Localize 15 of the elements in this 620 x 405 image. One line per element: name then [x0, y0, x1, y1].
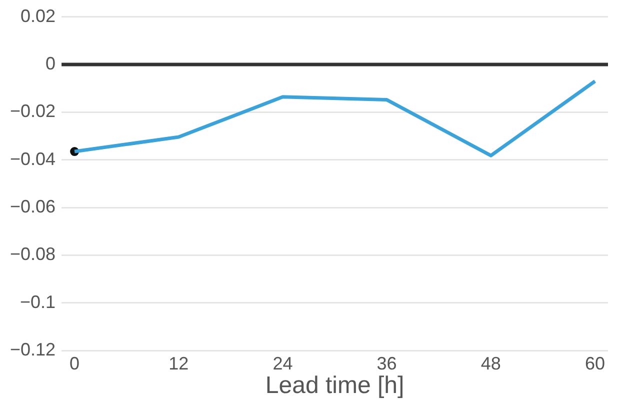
y-tick-label: −0.12 [10, 340, 56, 360]
y-tick-label: 0 [46, 53, 56, 74]
x-tick-label: 0 [70, 353, 80, 374]
x-tick-label: 48 [480, 353, 501, 374]
x-tick-label: 24 [272, 353, 293, 374]
x-tick-label: 60 [584, 353, 606, 374]
y-tick-label: −0.1 [20, 292, 56, 312]
y-tick-label: −0.04 [10, 148, 56, 169]
y-tick-label: 0.02 [20, 6, 56, 26]
x-tick-label: 36 [376, 353, 397, 374]
x-tick-label: 12 [168, 353, 189, 374]
y-tick-label: −0.08 [10, 244, 56, 264]
y-tick-label: −0.02 [10, 101, 56, 122]
x-axis-title: Lead time [h] [265, 372, 404, 400]
y-tick-label: −0.06 [10, 196, 56, 217]
